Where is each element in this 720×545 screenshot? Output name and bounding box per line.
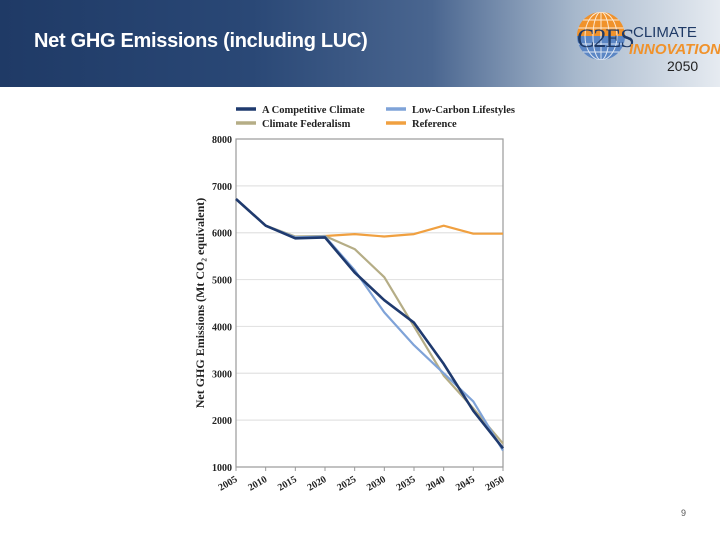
legend-label: Climate Federalism <box>262 119 351 130</box>
y-tick-label: 7000 <box>212 182 232 193</box>
logo-mark: C2ES <box>577 24 635 53</box>
x-tick-label: 2005 <box>217 474 240 494</box>
x-tick-label: 2010 <box>246 474 269 494</box>
y-tick-label: 5000 <box>212 276 232 287</box>
logo-line-year: 2050 <box>667 58 699 74</box>
series-line-a-competitive-climate <box>235 198 505 450</box>
logo-line-climate: CLIMATE <box>633 24 697 41</box>
y-axis-label: Net GHG Emissions (Mt CO₂ equivalent) <box>193 198 207 409</box>
legend-label: Low-Carbon Lifestyles <box>412 105 515 116</box>
x-tick-label: 2015 <box>276 474 299 494</box>
series-line-low-carbon-lifestyles <box>235 198 504 452</box>
x-tick-label: 2050 <box>484 474 507 494</box>
x-tick-label: 2025 <box>335 474 358 494</box>
x-tick-label: 2020 <box>306 474 329 494</box>
x-tick-label: 2040 <box>424 474 447 494</box>
globe-icon <box>577 12 625 60</box>
slide-title: Net GHG Emissions (including LUC) <box>34 30 368 52</box>
page-number: 9 <box>681 508 687 518</box>
legend-label: A Competitive Climate <box>262 105 365 116</box>
x-tick-label: 2045 <box>454 474 477 494</box>
x-tick-label: 2030 <box>365 474 388 494</box>
y-tick-label: 4000 <box>212 322 232 333</box>
legend-label: Reference <box>412 119 457 130</box>
slide-header: Net GHG Emissions (including LUC) C2ES C… <box>0 0 720 87</box>
y-tick-label: 8000 <box>212 135 232 146</box>
x-tick-label: 2035 <box>395 474 418 494</box>
y-tick-label: 1000 <box>212 463 232 474</box>
plot-frame <box>235 138 504 468</box>
y-tick-label: 6000 <box>212 229 232 240</box>
logo-line-innovation: INNOVATION <box>629 41 720 58</box>
y-tick-label: 2000 <box>212 416 232 427</box>
c2es-logo: C2ES CLIMATE INNOVATION 2050 <box>575 6 720 76</box>
series-line-reference <box>235 198 503 239</box>
y-tick-label: 3000 <box>212 369 232 380</box>
